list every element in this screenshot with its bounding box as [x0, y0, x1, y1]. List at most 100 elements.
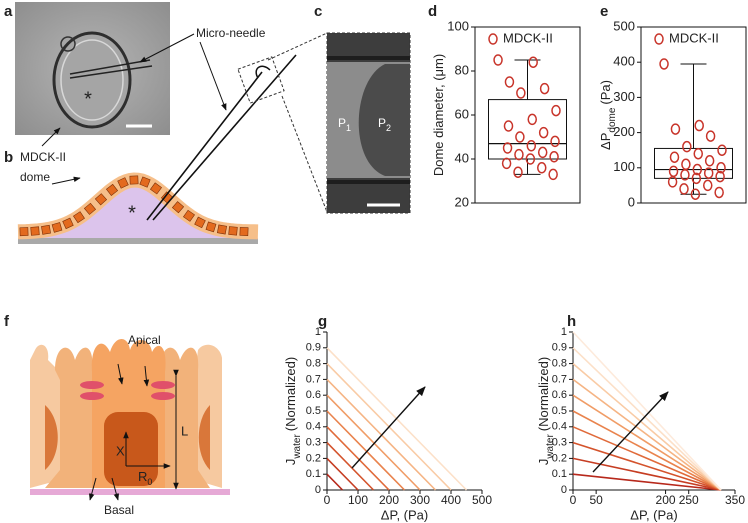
- y-tick-label: 80: [455, 62, 469, 77]
- panel-label: a: [4, 3, 13, 20]
- line-series: [326, 442, 375, 491]
- y-tick-label: 300: [613, 89, 635, 104]
- y-label-sub: water: [292, 434, 303, 460]
- arrow: [41, 127, 61, 147]
- data-point: [502, 142, 513, 154]
- zoom-box: [237, 56, 285, 104]
- data-point: [537, 162, 547, 174]
- data-point: [667, 176, 678, 188]
- data-point: [716, 162, 726, 174]
- data-point: [513, 166, 523, 178]
- annotation: P2: [378, 116, 391, 133]
- data-point: [514, 148, 524, 161]
- line-series: [572, 426, 722, 491]
- x-axis-label: ΔP, (Pa): [381, 507, 428, 522]
- y-tick-label: 0: [315, 484, 321, 496]
- cell: [228, 226, 238, 236]
- data-point: [717, 144, 727, 156]
- annotation: dome: [20, 170, 50, 184]
- line-series: [572, 362, 722, 491]
- zoom-line: [267, 32, 328, 61]
- legend-label: MDCK-II: [669, 30, 719, 45]
- cell: [183, 209, 195, 222]
- cell: [149, 182, 163, 195]
- trend-arrow: [592, 391, 669, 473]
- cell: [73, 211, 85, 224]
- cell: [129, 175, 139, 185]
- data-point: [680, 169, 690, 181]
- legend-marker: [488, 33, 498, 45]
- y-tick-label: 200: [613, 124, 635, 139]
- data-point: [714, 186, 724, 199]
- y-tick-label: 1: [561, 326, 567, 338]
- data-point: [692, 163, 703, 176]
- line-series: [572, 473, 722, 491]
- x-tick-label: 200: [656, 493, 676, 507]
- annotation: Basal: [104, 503, 134, 517]
- y-label-unit: (Normalized): [536, 357, 551, 431]
- x-tick-label: 300: [410, 493, 430, 507]
- data-point: [670, 123, 681, 135]
- x-tick-label: 350: [725, 493, 745, 507]
- y-tick-label: 0.9: [306, 342, 321, 354]
- cell: [171, 201, 185, 214]
- x-tick-label: 100: [348, 493, 368, 507]
- box: [488, 99, 567, 160]
- y-tick-label: 0.1: [552, 468, 567, 480]
- data-point: [503, 120, 514, 132]
- data-point: [516, 87, 526, 99]
- data-point: [691, 172, 702, 185]
- y-tick-label: 0.8: [306, 358, 321, 370]
- radius-label: R: [138, 469, 147, 484]
- data-point: [548, 168, 558, 181]
- y-tick-label: 0.8: [552, 358, 567, 370]
- x-tick-label: 50: [589, 493, 603, 507]
- y-tick-label: 0.3: [552, 437, 567, 449]
- y-tick-label: 400: [613, 54, 635, 69]
- plot-frame: [474, 26, 581, 204]
- y-label-main: ΔP: [598, 133, 613, 150]
- x-tick-label: 500: [472, 493, 492, 507]
- line-series: [326, 457, 359, 491]
- data-point: [681, 158, 691, 171]
- marker: *: [84, 88, 92, 110]
- y-tick-label: 0.4: [552, 421, 567, 433]
- data-point: [528, 56, 538, 68]
- data-point: [538, 126, 549, 139]
- annotation: X: [116, 443, 125, 458]
- cell-diagram: [30, 338, 230, 501]
- cell: [41, 224, 51, 235]
- data-point: [704, 155, 715, 167]
- arrow: [139, 33, 195, 63]
- line-series: [326, 426, 390, 491]
- y-axis-label: Jwater (Normalized): [536, 357, 556, 465]
- y-tick-label: 60: [455, 106, 469, 121]
- data-point: [539, 82, 550, 95]
- data-point: [537, 146, 548, 159]
- y-label-main: Dome diameter, (μm): [431, 54, 446, 176]
- pressure-label: P: [338, 116, 346, 130]
- data-point: [527, 113, 537, 126]
- data-point: [690, 188, 701, 200]
- subscript: 0: [147, 477, 152, 487]
- annotation: Apical: [128, 333, 161, 347]
- panel-label: e: [600, 3, 608, 20]
- line-series: [572, 394, 722, 491]
- line-series: [572, 410, 722, 491]
- cell: [205, 221, 217, 233]
- y-tick-label: 0.7: [552, 373, 567, 385]
- cell: [239, 227, 249, 237]
- line-series: [572, 347, 722, 491]
- micrograph: [15, 2, 170, 135]
- needle: [152, 54, 297, 221]
- y-tick-label: 0.1: [306, 468, 321, 480]
- needle-tip: [255, 65, 271, 79]
- panel-label: h: [567, 313, 576, 330]
- plot-frame: [640, 26, 747, 204]
- y-tick-label: 0.6: [306, 389, 321, 401]
- y-label-main: J: [536, 459, 551, 466]
- y-tick-label: 500: [613, 18, 635, 33]
- line-series: [326, 394, 421, 491]
- marker: *: [128, 202, 136, 224]
